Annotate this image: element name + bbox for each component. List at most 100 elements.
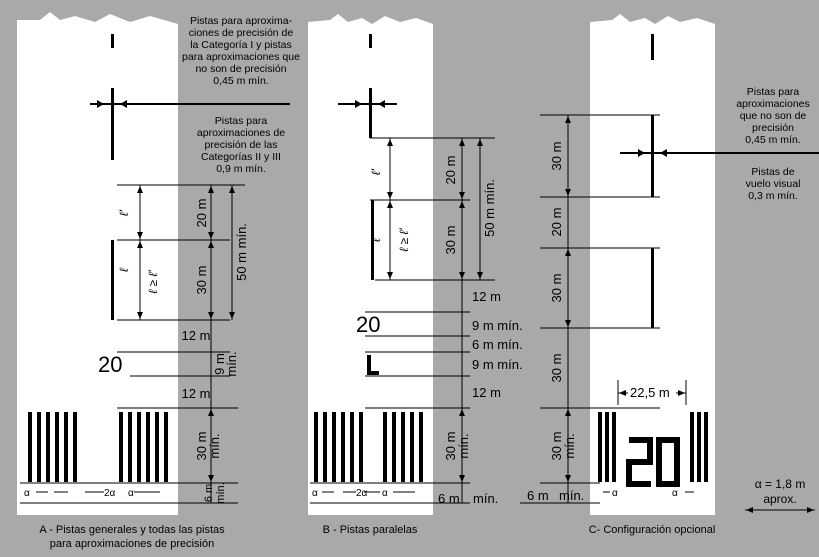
dim-6m: 6 m — [438, 491, 460, 506]
note-cat1-line: para aproximaciones que — [182, 51, 300, 63]
alpha-label: α — [382, 488, 388, 499]
dim-30m: 30 m — [443, 226, 458, 255]
note-cat23-line: 0,9 m mín. — [216, 163, 266, 175]
alpha-label: α — [24, 488, 30, 499]
alpha-value: α = 1,8 m — [755, 477, 806, 491]
dim-30m: 30 m — [549, 142, 564, 171]
dim-labels-c: 30 m 20 m 30 m 30 m 30 m mín. — [549, 142, 577, 461]
dim-20m: 20 m — [549, 208, 564, 237]
dim-9m: 9 m — [212, 353, 227, 375]
dim-30m-min-suffix: mín. — [562, 433, 577, 458]
dim-labels-a: 20 m 30 m 50 m mín. 9 m mín. 30 m mín. 6… — [194, 199, 249, 504]
dim-50m: 50 m mín. — [234, 223, 249, 281]
designator-20-b: 20 — [356, 312, 380, 337]
caption-c: C- Configuración opcional — [589, 524, 716, 536]
note-nonprec-line: Pistas para — [747, 86, 800, 98]
note-cat1-line: no son de precisión — [195, 63, 286, 75]
dim-labels-c-horizontal: 6 m mín. 22,5 m — [527, 385, 670, 503]
dim-9m-min: mín. — [224, 351, 239, 376]
designators: 20 20 — [98, 312, 380, 377]
centerline-stripes — [111, 34, 654, 328]
dim-30m: 30 m — [194, 266, 209, 295]
note-cat23-line: aproximaciones de — [197, 127, 285, 139]
threshold-stripes-b — [314, 412, 423, 482]
alpha-label: α — [312, 488, 318, 499]
dim-20m: 20 m — [443, 156, 458, 185]
dim-12m: 12 m — [182, 328, 211, 343]
designator-left-b — [367, 355, 379, 375]
alpha-approx: aprox. — [763, 492, 796, 506]
note-cat23-line: Pistas para — [215, 115, 268, 127]
note-cat1-line: 0,45 m mín. — [213, 75, 268, 87]
dim-12m: 12 m — [182, 386, 211, 401]
symbol-labels-b: ℓ' ℓ ℓ ≥ ℓ' — [369, 168, 411, 251]
dim-6m-min: mín. — [215, 482, 227, 503]
dim-labels-b-horizontal: 12 m 9 m mín. 6 m mín. 9 m mín. 12 m 6 m… — [438, 289, 523, 506]
width-arrowheads — [97, 100, 667, 157]
dim-30m: 30 m — [549, 274, 564, 303]
note-nonprec-line: que no son de — [740, 110, 807, 122]
dim-12m: 12 m — [472, 289, 501, 304]
dim-30m-min: 30 m — [194, 432, 209, 461]
caption-b: B - Pistas paralelas — [323, 524, 418, 536]
dim-labels-a-horizontal: 12 m 12 m — [182, 328, 211, 401]
note-visual-line: 0,3 m mín. — [748, 190, 798, 202]
runway-b — [308, 14, 433, 515]
symbol-l-ge-lprime: ℓ ≥ ℓ' — [397, 228, 411, 252]
note-visual-line: Pistas de — [751, 166, 794, 178]
dim-6m: 6 m — [527, 488, 549, 503]
dim-12m: 12 m — [472, 385, 501, 400]
note-nonprec: Pistas para aproximaciones que no son de… — [736, 86, 810, 146]
note-nonprec-line: precisión — [752, 122, 794, 134]
dim-30m-min: 30 m — [443, 432, 458, 461]
dim-30m-min-suffix: mín. — [456, 433, 471, 458]
note-cat1-line: Pistas para aproxima- — [190, 15, 293, 27]
note-cat23: Pistas para aproximaciones de precisión … — [197, 115, 285, 175]
designator-20-a: 20 — [98, 352, 122, 377]
dimension-lines — [20, 114, 815, 511]
note-visual: Pistas de vuelo visual 0,3 m mín. — [746, 166, 801, 202]
caption-a-line2: para aproximaciones de precisión — [50, 538, 214, 550]
dim-6m-min: 6 m mín. — [472, 337, 523, 352]
dim-50m: 50 m mín. — [482, 179, 497, 237]
symbol-l-ge-lprime: ℓ ≥ ℓ' — [146, 270, 160, 294]
dimension-arrowheads — [137, 116, 814, 513]
two-alpha-label: 2α — [104, 488, 116, 499]
note-nonprec-line: aproximaciones — [736, 98, 810, 110]
runway-a — [17, 12, 178, 515]
note-nonprec-line: 0,45 m mín. — [745, 134, 800, 146]
dim-9m-min: 9 m mín. — [472, 357, 523, 372]
note-cat1-line: ciones de precisión de — [189, 27, 294, 39]
alpha-label: α — [672, 488, 678, 499]
alpha-label: α — [128, 488, 134, 499]
note-cat1: Pistas para aproxima- ciones de precisió… — [182, 15, 300, 87]
dim-6m: 6 m — [203, 484, 215, 502]
dim-9m-min: 9 m mín. — [472, 318, 523, 333]
threshold-stripes-c — [598, 412, 708, 482]
caption-a-line1: A - Pistas generales y todas las pistas — [39, 524, 225, 536]
note-cat23-line: Categorías II y III — [201, 151, 281, 163]
alpha-note: α = 1,8 m aprox. — [755, 477, 806, 506]
alpha-label: α — [612, 488, 618, 499]
captions: A - Pistas generales y todas las pistas … — [39, 524, 715, 550]
symbol-l: ℓ — [117, 267, 131, 272]
dim-30m-min: 30 m — [549, 432, 564, 461]
threshold-stripes-a — [28, 412, 168, 482]
symbol-l-prime: ℓ' — [369, 168, 383, 175]
alpha-markers: α 2α α α 2α α α α — [24, 488, 678, 499]
symbol-labels-a: ℓ' ℓ ℓ ≥ ℓ' — [117, 209, 160, 293]
designator-20-c — [626, 437, 680, 487]
symbol-l: ℓ — [369, 237, 383, 242]
dim-20m: 20 m — [194, 199, 209, 228]
two-alpha-label: 2α — [356, 488, 368, 499]
note-visual-line: vuelo visual — [746, 178, 801, 190]
dim-30m-min-suffix: mín. — [207, 433, 222, 458]
symbol-l-prime: ℓ' — [117, 209, 131, 216]
dim-min: mín. — [559, 488, 584, 503]
note-cat1-line: la Categoría I y pistas — [190, 39, 292, 51]
dim-22-5m: 22,5 m — [630, 385, 670, 400]
dim-labels-b: 20 m 30 m 50 m mín. 30 m mín. — [443, 156, 497, 461]
dim-min: mín. — [473, 491, 498, 506]
